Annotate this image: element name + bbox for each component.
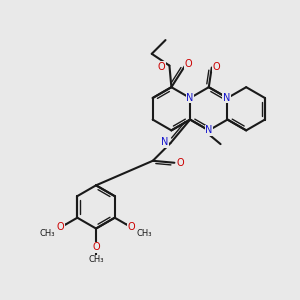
- Text: N: N: [205, 125, 212, 135]
- Text: O: O: [184, 58, 192, 69]
- Text: O: O: [158, 61, 165, 72]
- Text: N: N: [223, 93, 230, 103]
- Text: O: O: [128, 222, 136, 232]
- Text: O: O: [176, 158, 184, 168]
- Text: CH₃: CH₃: [40, 229, 55, 238]
- Text: O: O: [56, 222, 64, 232]
- Text: N: N: [161, 137, 168, 147]
- Text: O: O: [92, 242, 100, 252]
- Text: O: O: [213, 61, 220, 72]
- Text: CH₃: CH₃: [137, 229, 152, 238]
- Text: CH₃: CH₃: [88, 255, 104, 264]
- Text: N: N: [186, 93, 194, 103]
